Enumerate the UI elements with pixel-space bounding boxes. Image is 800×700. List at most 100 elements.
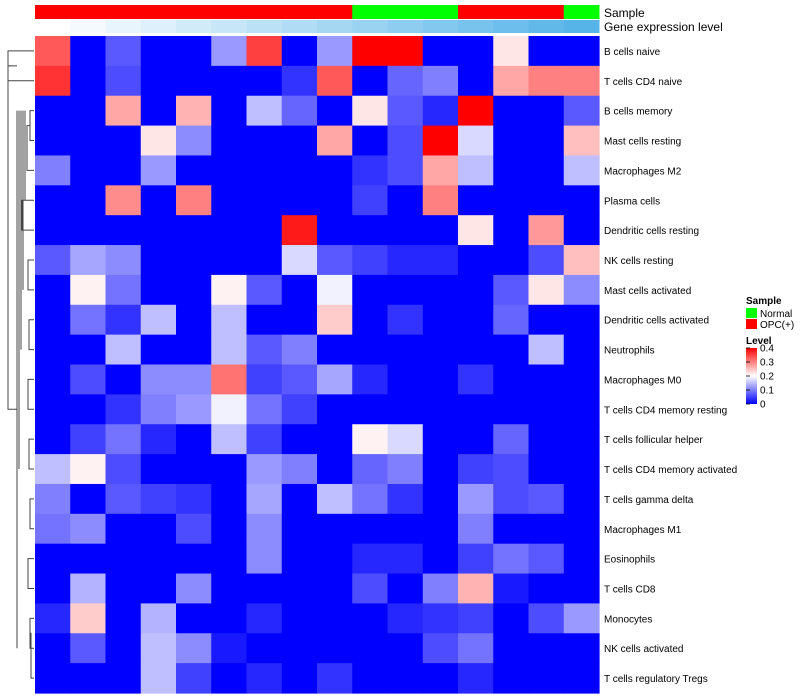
colorbar-tick-label: 0	[760, 400, 766, 411]
heatmap-cell	[281, 603, 318, 634]
heatmap-cell	[563, 454, 600, 485]
heatmap-cell	[458, 65, 494, 97]
heatmap-cell	[105, 603, 142, 634]
row-label: Mast cells activated	[604, 286, 691, 297]
column-annotation-bars	[35, 5, 600, 33]
heatmap-cell	[458, 394, 494, 425]
heatmap-cell	[35, 364, 71, 395]
sample-annotation-cell	[176, 5, 212, 19]
heatmap-cell	[246, 155, 283, 186]
heatmap-cell	[140, 483, 177, 515]
heatmap-cell	[281, 483, 318, 515]
heatmap-cell	[35, 245, 71, 276]
row-label: T cells follicular helper	[604, 435, 703, 446]
heatmap-cell	[422, 95, 459, 127]
legend-label-opc: OPC(+)	[760, 320, 794, 331]
heatmap-cell	[246, 36, 283, 67]
heatmap-cell	[70, 424, 107, 455]
heatmap-cell	[458, 36, 494, 67]
heatmap-cell	[493, 36, 530, 67]
heatmap-cell	[352, 245, 389, 276]
heatmap-cell	[281, 125, 318, 157]
sample-annotation-cell	[70, 5, 106, 19]
heatmap-cell	[105, 424, 142, 455]
heatmap-cell	[387, 155, 424, 186]
heatmap-cell	[70, 394, 107, 425]
heatmap-cell	[458, 573, 494, 605]
dendrogram-branch	[27, 259, 34, 291]
dendrogram-branch	[28, 438, 34, 470]
heatmap-cell	[563, 603, 600, 634]
heatmap-cell	[140, 334, 177, 366]
heatmap-cell	[211, 394, 248, 425]
heatmap-cell	[422, 334, 459, 366]
heatmap-cell	[317, 573, 353, 605]
heatmap-cell	[246, 125, 283, 157]
heatmap-cell	[493, 394, 530, 425]
heatmap-cell	[563, 334, 600, 366]
heatmap-cell	[35, 304, 71, 336]
heatmap-cell	[493, 454, 530, 485]
colorbar-ticks: 0.4 0.3 0.2 0.1 0	[746, 344, 774, 411]
heatmap-cell	[563, 394, 600, 425]
row-label: Dendritic cells resting	[604, 226, 699, 237]
heatmap-cell	[140, 215, 177, 246]
heatmap-cell	[493, 573, 530, 605]
heatmap-cell	[176, 334, 212, 366]
heatmap-cell	[528, 245, 565, 276]
heatmap-cell	[352, 633, 389, 664]
heatmap-cell	[246, 215, 283, 246]
heatmap-cell	[387, 95, 424, 127]
heatmap-cell	[528, 364, 565, 395]
heatmap-cell	[35, 155, 71, 186]
dendrogram-branch	[27, 558, 34, 589]
row-label: NK cells activated	[604, 644, 683, 655]
heatmap-cell	[246, 633, 283, 664]
heatmap-cell	[493, 245, 530, 276]
heatmap-cell	[317, 304, 353, 336]
heatmap-cell	[211, 215, 248, 246]
heatmap-cell	[422, 513, 459, 545]
heatmap-cell	[387, 603, 424, 634]
heatmap-cell	[176, 185, 212, 216]
heatmap-cell	[70, 454, 107, 485]
heatmap-cell	[458, 663, 494, 694]
dendrogram-branch	[29, 110, 34, 142]
heatmap-cell	[281, 185, 318, 216]
heatmap-cell	[176, 513, 212, 545]
heatmap-cell	[105, 364, 142, 395]
heatmap-cell	[105, 65, 142, 97]
heatmap-cell	[458, 543, 494, 575]
heatmap-cell	[35, 185, 71, 216]
colorbar-tick-label: 0.2	[760, 372, 774, 383]
dendrogram-branch	[21, 199, 34, 231]
heatmap-cell	[458, 245, 494, 276]
heatmap-cell	[493, 215, 530, 246]
heatmap-cell	[105, 125, 142, 157]
heatmap-cell	[281, 633, 318, 664]
heatmap-cell	[458, 454, 494, 485]
heatmap-cell	[281, 424, 318, 455]
sample-annotation-cell	[35, 5, 71, 19]
heatmap-cell	[528, 454, 565, 485]
heatmap-cell	[105, 633, 142, 664]
heatmap-cell	[35, 394, 71, 425]
heatmap-cell	[387, 483, 424, 515]
heatmap-cell	[35, 36, 71, 67]
heatmap-cell	[563, 95, 600, 127]
heatmap-cell	[422, 633, 459, 664]
heatmap-cell	[458, 633, 494, 664]
heatmap-cell	[176, 424, 212, 455]
heatmap-cell	[281, 36, 318, 67]
heatmap-cell	[458, 364, 494, 395]
heatmap-cell	[458, 304, 494, 336]
row-label: Macrophages M2	[604, 166, 682, 177]
heatmap-cell	[176, 454, 212, 485]
heatmap-cell	[458, 603, 494, 634]
heatmap-cell	[211, 304, 248, 336]
heatmap-cell	[387, 663, 424, 694]
heatmap-cell	[35, 454, 71, 485]
row-label: B cells memory	[604, 107, 672, 118]
expression-annotation-cell	[176, 20, 212, 33]
heatmap-cell	[422, 304, 459, 336]
